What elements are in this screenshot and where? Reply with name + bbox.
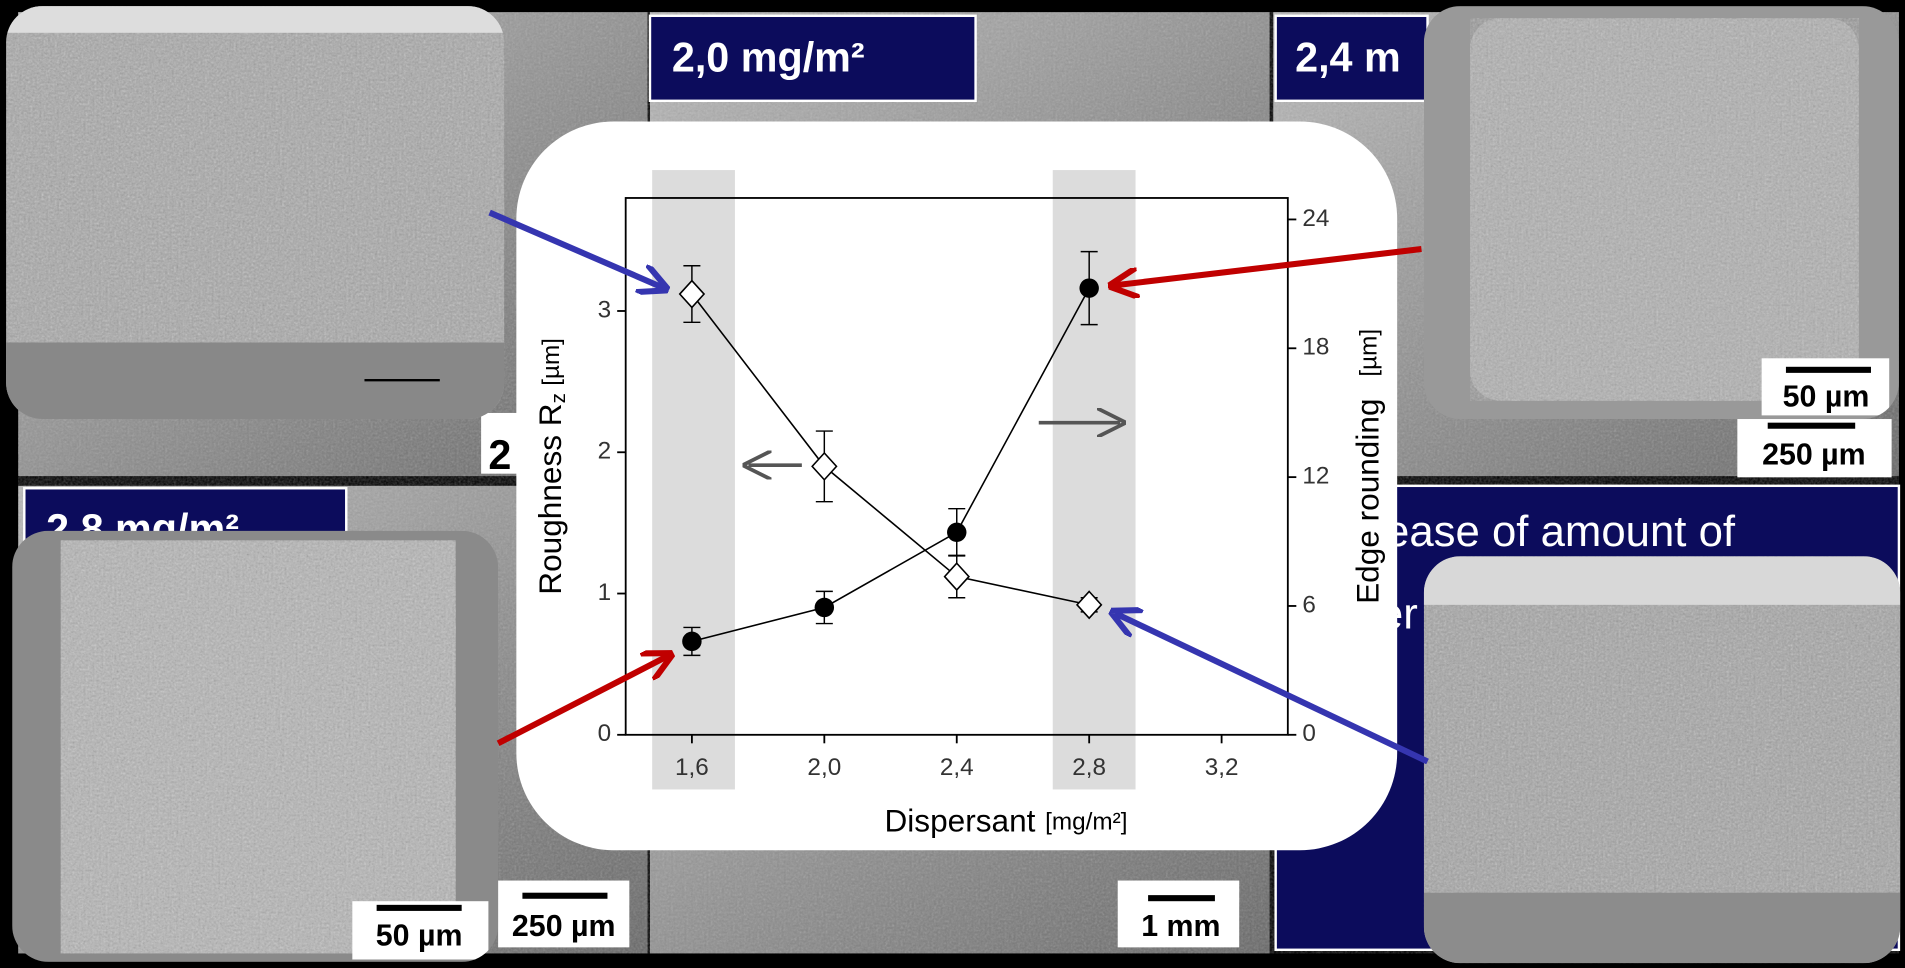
- y-axis-label-sub: z: [548, 393, 571, 403]
- y-tick-label: 2: [598, 438, 612, 465]
- x-tick-label: 1,6: [675, 754, 709, 781]
- scale-bar: [1768, 423, 1855, 429]
- y2-axis-label: Edge rounding: [1350, 398, 1386, 603]
- photo: [6, 6, 504, 419]
- text-box-line: ease of amount of: [1385, 507, 1736, 556]
- y2-axis-unit: [µm]: [1356, 329, 1383, 377]
- y2-tick-label: 6: [1302, 591, 1316, 618]
- highlight-band: [652, 170, 735, 789]
- x-tick-label: 2,8: [1072, 754, 1106, 781]
- scale-bar-label: 250 µm: [1762, 439, 1866, 472]
- scale-bar-label: 50 µm: [376, 920, 463, 953]
- y-axis-label: Roughness Rz [µm]: [532, 338, 570, 595]
- y2-tick-label: 0: [1302, 720, 1316, 747]
- data-point: [682, 632, 701, 651]
- y-axis-unit: [µm]: [538, 338, 565, 386]
- y2-tick-label: 24: [1302, 205, 1329, 232]
- scale-bar-label: 50 µm: [1783, 380, 1870, 413]
- y2-axis-label: Edge rounding [µm]: [1350, 329, 1386, 604]
- y-axis-label: Roughness R: [532, 403, 568, 594]
- photo: 50 µm: [12, 531, 498, 962]
- scale-bar-label: 250 µm: [512, 910, 616, 943]
- y-tick-label: 1: [598, 579, 612, 606]
- y-tick-label: 3: [598, 296, 612, 323]
- y-tick-label: 0: [598, 720, 612, 747]
- panel-label: 2,4 m: [1295, 35, 1401, 81]
- highlight-band: [1053, 170, 1136, 789]
- x-tick-label: 2,4: [940, 754, 974, 781]
- y2-tick-label: 18: [1302, 334, 1329, 361]
- data-point: [1079, 278, 1098, 297]
- scale-bar-label: 1 mm: [1141, 910, 1220, 943]
- x-axis-label: Dispersant [mg/m²]: [884, 803, 1127, 839]
- y2-tick-label: 12: [1302, 463, 1329, 490]
- data-point: [947, 523, 966, 542]
- panel-label: 2,0 mg/m²: [672, 35, 865, 81]
- photo: 50 µm: [1424, 6, 1899, 419]
- x-tick-label: 3,2: [1205, 754, 1239, 781]
- photo: [1424, 556, 1900, 963]
- x-tick-label: 2,0: [807, 754, 841, 781]
- slide: 2,0 mg/m² 2,4 m 2,8 mg/m² 2 ease of amou…: [0, 0, 1905, 968]
- x-axis-label: Dispersant: [884, 803, 1035, 839]
- page: 2,0 mg/m² 2,4 m 2,8 mg/m² 2 ease of amou…: [0, 0, 1905, 968]
- panel-label: 2: [488, 432, 511, 478]
- data-point: [815, 598, 834, 617]
- x-axis-unit: [mg/m²]: [1045, 809, 1127, 836]
